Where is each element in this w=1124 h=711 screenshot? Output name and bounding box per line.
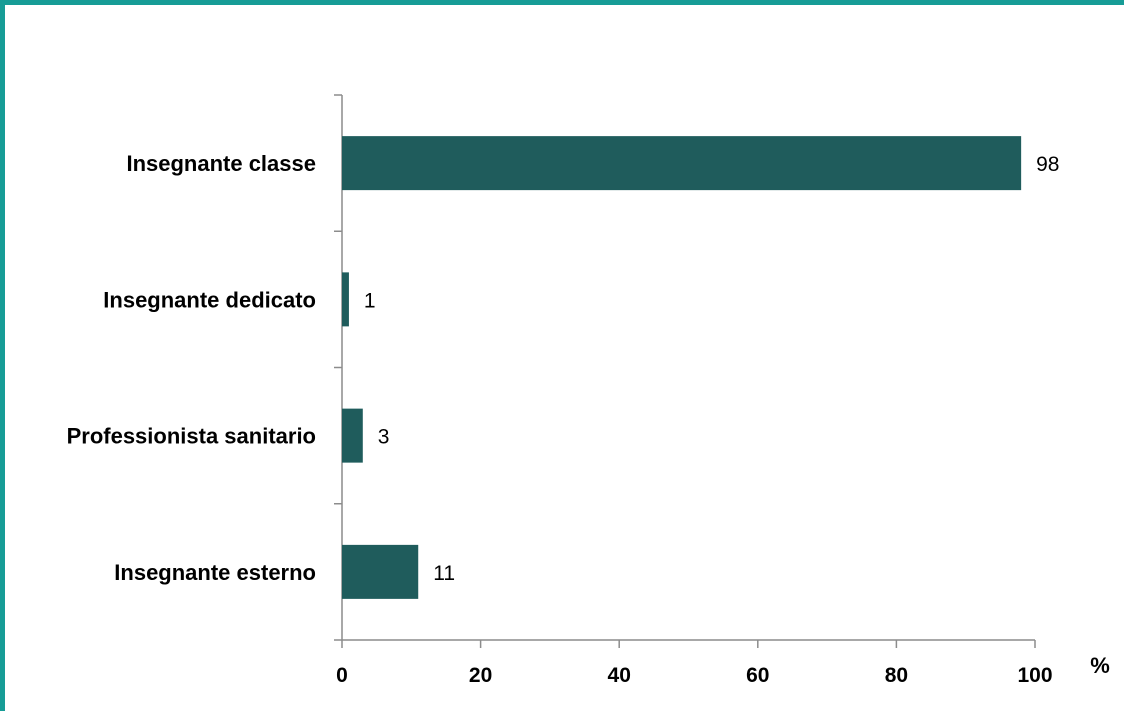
bar: [342, 272, 349, 327]
x-unit-label: %: [1090, 653, 1110, 678]
bar: [342, 136, 1022, 191]
category-label: Insegnante esterno: [114, 560, 316, 585]
x-tick-label: 0: [336, 664, 348, 687]
data-label: 1: [364, 289, 376, 312]
data-label: 98: [1036, 153, 1059, 176]
x-tick-label: 80: [885, 664, 908, 687]
category-label: Insegnante dedicato: [103, 287, 316, 312]
category-label: Insegnante classe: [126, 151, 316, 176]
data-label: 11: [433, 562, 455, 585]
chart-bars: [342, 136, 1022, 599]
x-tick-label: 20: [469, 664, 492, 687]
x-tick-label: 40: [608, 664, 631, 687]
bar: [342, 408, 363, 463]
bar: [342, 544, 419, 599]
x-tick-label: 100: [1017, 664, 1052, 687]
frame-top-border: [0, 0, 1124, 5]
data-label: 3: [378, 426, 390, 449]
category-label: Professionista sanitario: [67, 424, 316, 449]
x-tick-label: 60: [746, 664, 769, 687]
frame-left-border: [0, 0, 5, 711]
chart-labels: 0 20 40 60 80 100 % Insegnante classe 98 Insegnan…: [67, 151, 1110, 687]
